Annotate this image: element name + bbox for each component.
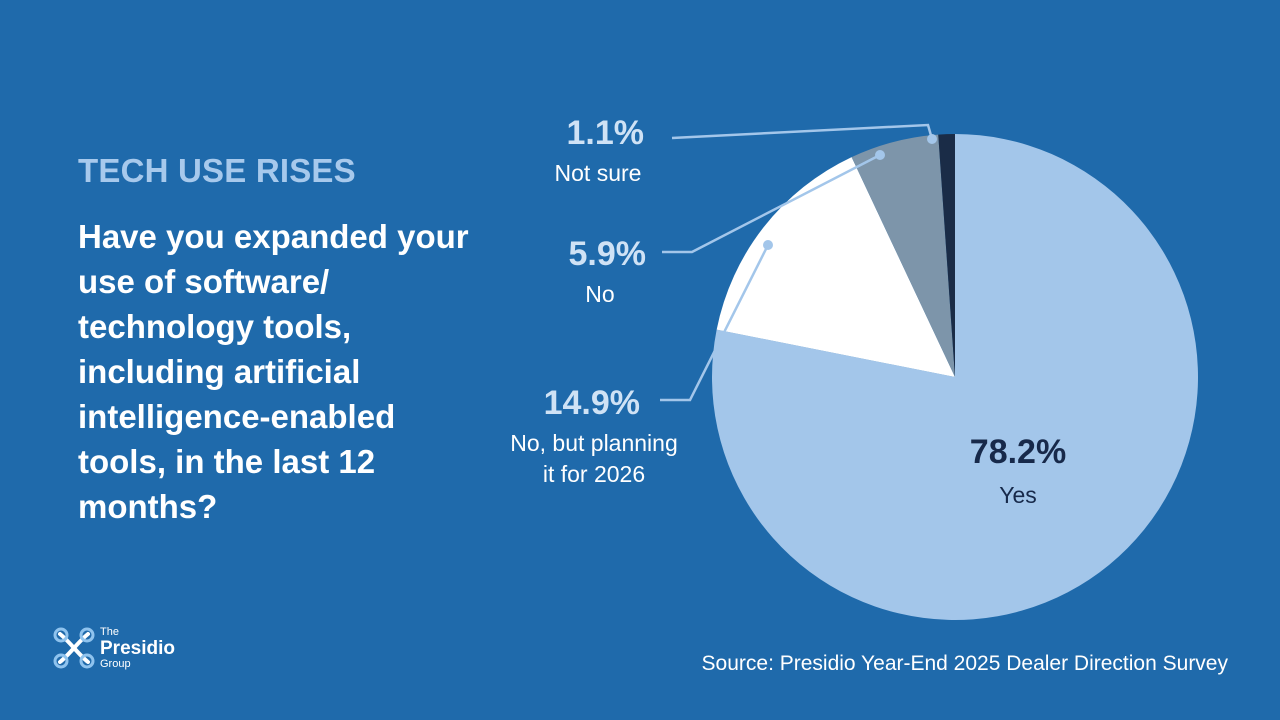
survey-question: Have you expanded your use of software/ …: [78, 218, 469, 525]
slice-not-sure-value: 1.1%: [567, 114, 645, 152]
slice-yes-value: 78.2%: [970, 433, 1066, 471]
logo-line-group: Group: [100, 658, 131, 670]
slice-no-leader-line: [662, 153, 881, 254]
pie-slice-not-sure: [938, 134, 955, 377]
slice-no-label: No: [585, 281, 614, 307]
slice-not-sure-leader-dot: [927, 134, 937, 144]
slice-no-but-planning-it-for-2026-leader-dot: [763, 240, 773, 250]
logo-line-presidio: Presidio: [100, 638, 175, 659]
source-note: Source: Presidio Year-End 2025 Dealer Di…: [701, 652, 1228, 675]
chart-kicker: TECH USE RISES: [78, 152, 356, 189]
slice-no-but-planning-it-for-2026-label-line-2: it for 2026: [543, 461, 645, 487]
slice-not-sure-label: Not sure: [555, 160, 642, 186]
presidio-logo: The Presidio Group: [52, 626, 192, 674]
pie-slice-yes: [712, 134, 1198, 620]
logo-line-the: The: [100, 626, 119, 638]
slice-not-sure-leader-line: [671, 123, 934, 140]
slice-no-but-planning-it-for-2026-leader-line: [660, 244, 770, 402]
presidio-knot-icon: [53, 627, 95, 669]
slice-no-value: 5.9%: [569, 235, 647, 273]
slice-no-but-planning-it-for-2026-label-line-1: No, but planning: [510, 430, 678, 456]
pie-slice-no-but-planning-it-for-2026: [716, 157, 955, 377]
slice-no-leader-dot: [875, 150, 885, 160]
slice-yes-label: Yes: [999, 482, 1037, 508]
slice-no-but-planning-it-for-2026-value: 14.9%: [544, 384, 640, 422]
pie-slice-no: [851, 134, 955, 377]
